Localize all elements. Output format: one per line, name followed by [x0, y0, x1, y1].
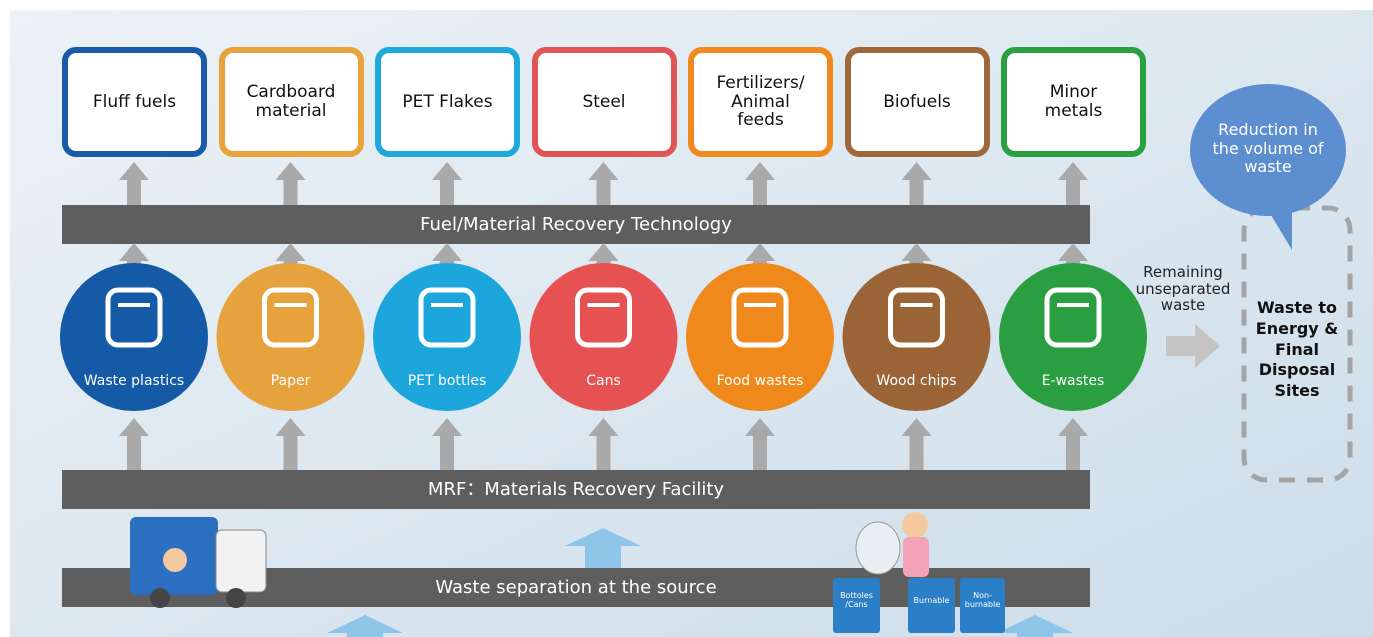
- product-box: Minor metals: [1001, 47, 1146, 157]
- bin-label: Non-burnable: [960, 588, 1005, 614]
- product-box: Steel: [532, 47, 677, 157]
- product-box: Cardboard material: [219, 47, 364, 157]
- diagram: Fuel/Material Recovery Technology MRF：Mat…: [0, 0, 1373, 637]
- material-label: E-wastes: [1018, 360, 1128, 404]
- material-label: Waste plastics: [79, 360, 189, 404]
- disposal-label: Waste to Energy & Final Disposal Sites: [1250, 270, 1344, 430]
- bin-label: Bottoles /Cans: [833, 588, 880, 614]
- bin-label: Burnable: [908, 588, 955, 614]
- bar-label: Fuel/Material Recovery Technology: [62, 205, 1090, 244]
- material-label: Paper: [236, 360, 346, 404]
- product-box: Fluff fuels: [62, 47, 207, 157]
- material-label: Cans: [549, 360, 659, 404]
- trash-bag: [856, 522, 900, 574]
- material-label: PET bottles: [392, 360, 502, 404]
- material-label: Food wastes: [705, 360, 815, 404]
- bubble-label: Reduction in the volume of waste: [1212, 95, 1324, 203]
- bar-label: MRF：Materials Recovery Facility: [62, 470, 1090, 509]
- product-box: Biofuels: [845, 47, 990, 157]
- product-box: PET Flakes: [375, 47, 520, 157]
- product-box: Fertilizers/ Animal feeds: [688, 47, 833, 157]
- material-label: Wood chips: [862, 360, 972, 404]
- remaining-label: Remaining unseparated waste: [1118, 256, 1248, 322]
- person-head: [902, 512, 928, 538]
